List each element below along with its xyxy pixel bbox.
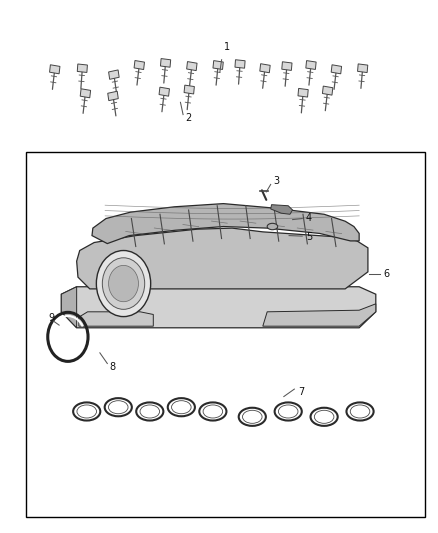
Polygon shape [298, 88, 308, 97]
Text: 2: 2 [186, 114, 192, 123]
Circle shape [102, 258, 145, 309]
Text: 3: 3 [273, 176, 279, 185]
Polygon shape [357, 64, 368, 72]
Bar [26, 152, 425, 517]
Text: 8: 8 [110, 362, 116, 372]
Polygon shape [271, 205, 293, 214]
Polygon shape [260, 64, 270, 72]
Polygon shape [92, 204, 359, 244]
Text: 5: 5 [306, 232, 312, 241]
Polygon shape [282, 62, 292, 70]
Circle shape [96, 251, 151, 317]
Polygon shape [235, 60, 245, 68]
Polygon shape [263, 304, 376, 326]
Polygon shape [306, 61, 316, 69]
Text: 9: 9 [48, 313, 54, 322]
Text: 4: 4 [306, 213, 312, 223]
Polygon shape [109, 70, 119, 79]
Polygon shape [159, 87, 170, 96]
Polygon shape [213, 61, 223, 69]
Polygon shape [79, 312, 153, 326]
Polygon shape [80, 89, 91, 98]
Polygon shape [187, 62, 197, 70]
Text: 1: 1 [224, 42, 230, 52]
Polygon shape [134, 61, 145, 69]
Polygon shape [331, 65, 342, 74]
Polygon shape [108, 91, 118, 101]
Text: 6: 6 [384, 269, 390, 279]
Text: 7: 7 [298, 387, 304, 397]
Polygon shape [49, 65, 60, 74]
Circle shape [109, 265, 138, 302]
Polygon shape [61, 287, 77, 328]
Polygon shape [61, 287, 376, 328]
Polygon shape [184, 85, 194, 94]
Polygon shape [77, 228, 368, 289]
Polygon shape [77, 64, 88, 72]
Polygon shape [322, 86, 333, 95]
Polygon shape [160, 59, 171, 67]
Ellipse shape [267, 223, 278, 230]
